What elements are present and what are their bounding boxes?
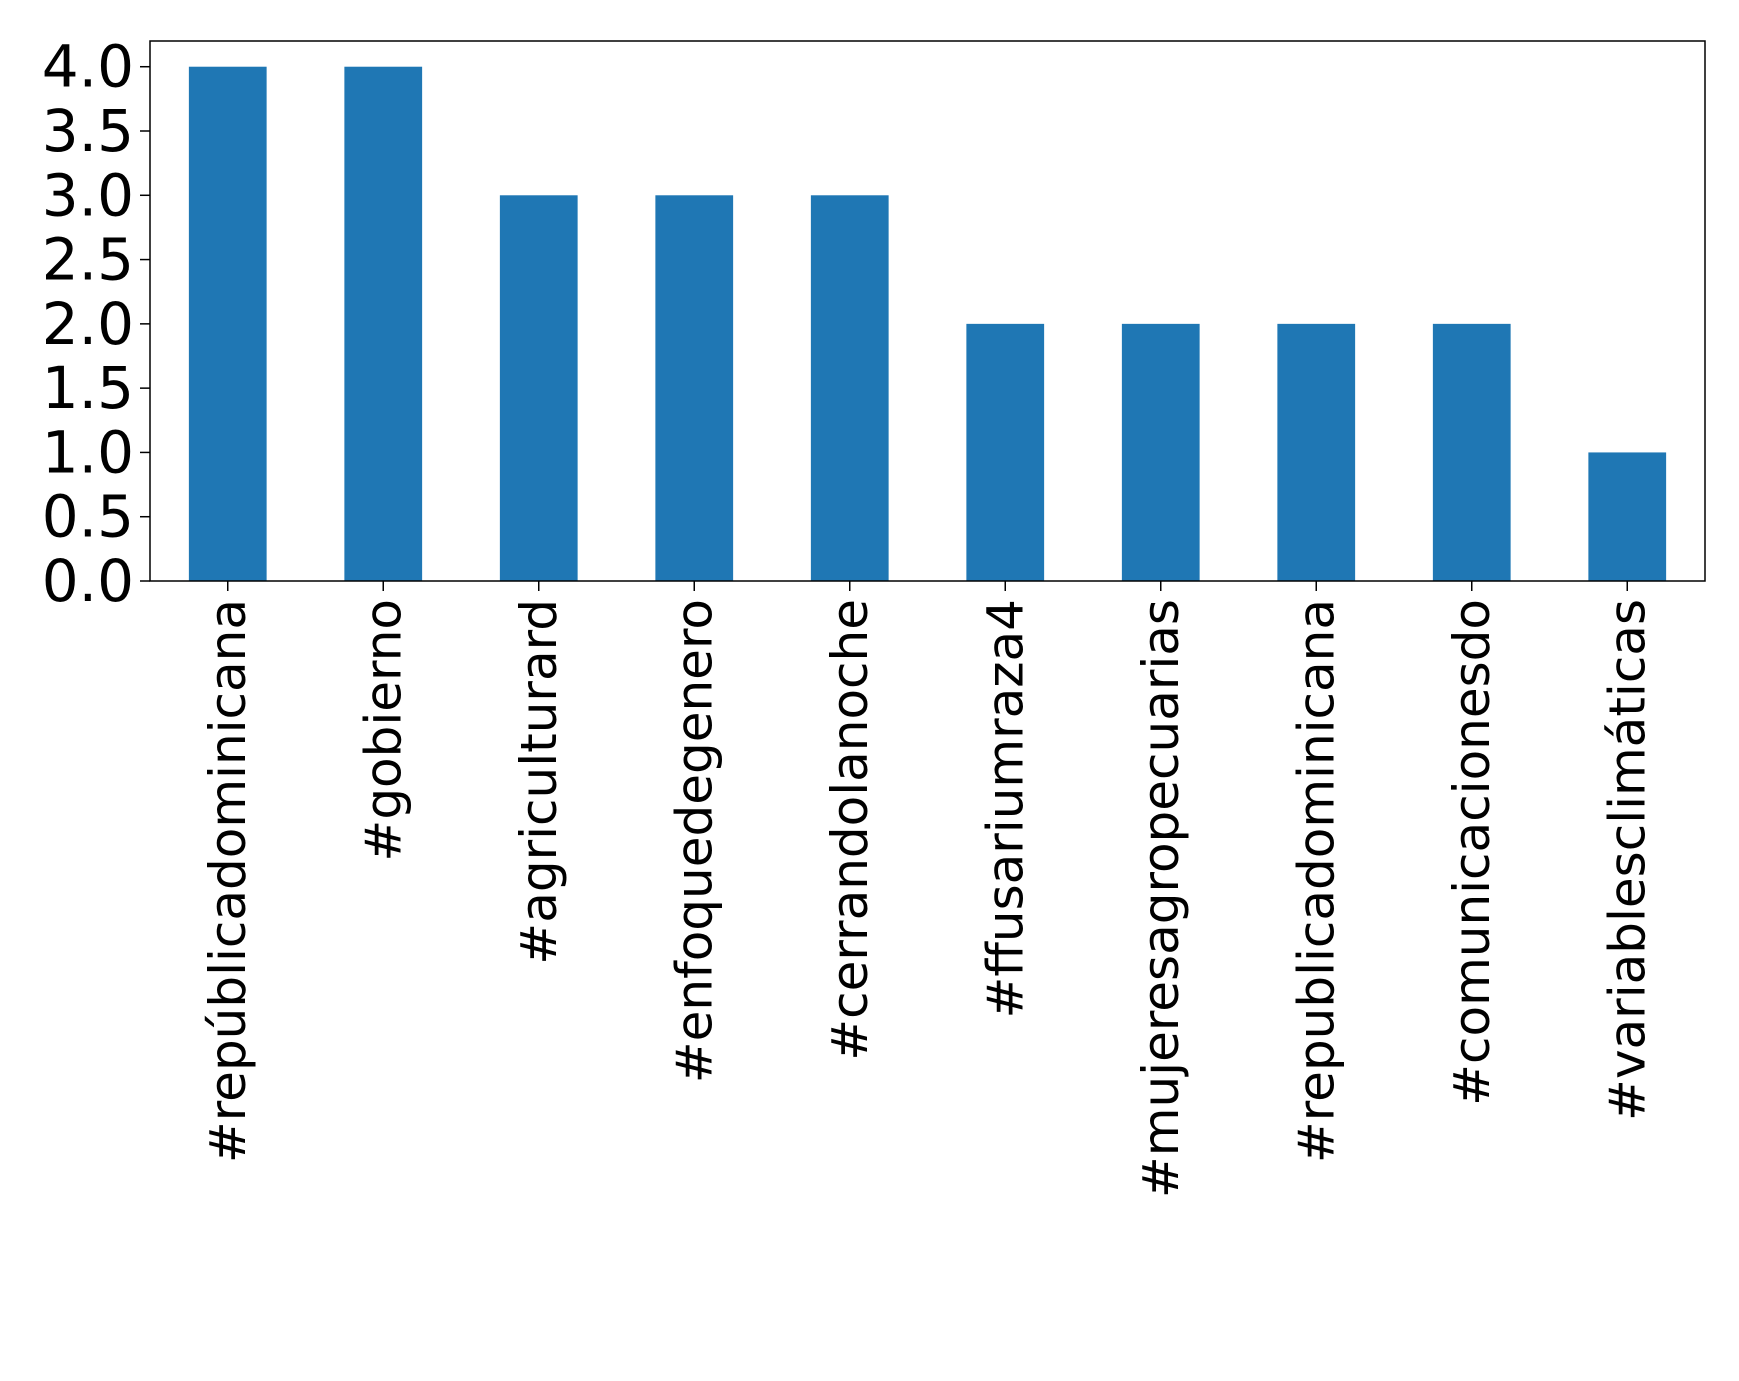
x-tick-label: #gobierno: [354, 599, 412, 862]
x-tick-label: #agriculturard: [510, 599, 568, 965]
y-tick-label: 0.0: [42, 547, 134, 615]
bar-5: [966, 323, 1045, 581]
plot-frame: [149, 40, 1706, 582]
x-axis: #repúblicadominicana #gobierno #agricultur…: [199, 581, 1656, 1198]
x-tick-label: #ffusariumraza4: [976, 599, 1034, 1018]
y-tick-label: 2.5: [42, 226, 134, 294]
x-tick-label: #variablesclimáticas: [1598, 599, 1656, 1121]
y-tick-label: 3.0: [42, 161, 134, 229]
x-tick-label: #mujeresagropecuarias: [1132, 599, 1190, 1198]
y-tick-label: 1.0: [42, 418, 134, 486]
bar-7: [1277, 323, 1356, 581]
y-tick-label: 3.5: [42, 97, 134, 165]
bar-1: [344, 66, 423, 581]
bar-4: [810, 195, 889, 582]
x-tick-label: #enfoquedegenero: [665, 599, 723, 1083]
bars-layer: [188, 66, 1667, 582]
x-tick-label: #cerrandolanoche: [821, 599, 879, 1061]
x-tick-label: #republicadominicana: [1287, 599, 1345, 1163]
bar-3: [655, 195, 734, 582]
y-axis: 0.00.51.01.52.02.53.03.54.0: [42, 33, 150, 615]
bar-8: [1432, 323, 1511, 581]
y-tick-label: 1.5: [42, 354, 134, 422]
x-tick-label: #comunicacionesdo: [1443, 599, 1501, 1106]
bar-6: [1121, 323, 1200, 581]
x-tick-label: #repúblicadominicana: [199, 599, 257, 1163]
bar-9: [1588, 452, 1667, 581]
bar-2: [499, 195, 578, 582]
y-tick-label: 4.0: [42, 33, 134, 101]
bar-0: [188, 66, 267, 581]
y-tick-label: 2.0: [42, 290, 134, 358]
y-tick-label: 0.5: [42, 483, 134, 551]
